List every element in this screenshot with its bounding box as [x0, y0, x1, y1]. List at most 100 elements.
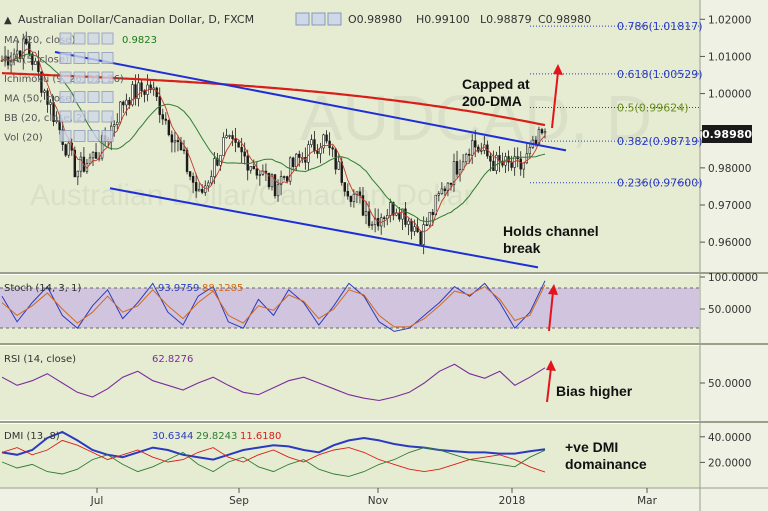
gear-icon[interactable] — [73, 71, 86, 84]
candle-body — [273, 174, 277, 197]
close-icon[interactable] — [87, 52, 100, 64]
collapse-icon[interactable]: ▲ — [4, 15, 12, 26]
close-icon[interactable] — [87, 71, 100, 84]
eye-icon[interactable] — [59, 91, 72, 103]
candle-body — [73, 149, 77, 178]
candle-body — [64, 144, 67, 156]
candle-body — [501, 160, 504, 166]
indicator-label[interactable]: MA (50, close) — [4, 91, 114, 105]
candle-body — [331, 147, 334, 150]
candle-body — [282, 176, 286, 178]
gear-icon[interactable] — [73, 52, 86, 64]
indicator-label[interactable]: MA (5, close) — [4, 52, 114, 66]
close-icon[interactable] — [87, 130, 100, 142]
indicator-series — [1, 439, 546, 473]
eye-icon[interactable] — [295, 12, 310, 26]
annotation-bias: Bias higher — [556, 383, 633, 399]
candle-body — [543, 131, 547, 134]
candle-body — [67, 142, 70, 156]
indicator-series — [1, 430, 546, 461]
candle-body — [455, 161, 459, 175]
price-pane — [0, 0, 700, 272]
candlesticks — [0, 31, 547, 255]
eye-icon[interactable] — [59, 32, 72, 45]
gear-icon[interactable] — [73, 32, 86, 45]
close-icon[interactable] — [87, 110, 100, 123]
plus-icon[interactable] — [101, 110, 114, 123]
candle-body — [76, 170, 80, 178]
plus-icon[interactable] — [101, 32, 114, 45]
gear-icon[interactable] — [311, 12, 326, 26]
candle-body — [325, 134, 328, 142]
plus-icon[interactable] — [101, 71, 114, 84]
candle-body — [474, 140, 477, 148]
stoch-lines — [1, 280, 546, 332]
candle-body — [31, 53, 34, 65]
candle-body — [243, 151, 246, 157]
dmi-adx-value: 30.6344 — [152, 431, 193, 442]
candle-body — [383, 217, 386, 219]
y-tick-label: 20.0000 — [708, 457, 751, 469]
stoch-label: Stoch (14, 3, 1) 93.9759 88.1285 — [4, 283, 243, 294]
candle-body — [22, 38, 25, 59]
plus-icon[interactable] — [101, 130, 114, 142]
candle-body — [176, 140, 180, 143]
fibonacci-levels: 0.786(1.01817) 0.618(1.00529) 0.5(0.99624)… — [530, 20, 703, 190]
indicator-label[interactable]: Ichimoku (9, 26, 52, 26) — [4, 71, 124, 85]
candle-body — [122, 101, 125, 106]
candle-body — [480, 150, 483, 152]
candle-body — [204, 185, 207, 193]
indicator-label[interactable]: Vol (20) — [4, 130, 114, 144]
plus-icon[interactable] — [101, 52, 114, 64]
indicator-series — [1, 447, 546, 477]
time-axis[interactable] — [0, 488, 700, 511]
candle-body — [525, 153, 528, 164]
gear-icon[interactable] — [73, 110, 86, 123]
candle-body — [489, 155, 492, 162]
candle-body — [170, 134, 174, 143]
candle-body — [316, 150, 319, 154]
symbol-title: Australian Dollar/Canadian Dollar, D, FX… — [18, 13, 254, 26]
candle-body — [34, 60, 37, 65]
eye-icon[interactable] — [59, 110, 72, 123]
ma5-line — [1, 48, 546, 233]
candle-body — [361, 195, 365, 216]
arrow-up-rsi — [546, 367, 552, 403]
candle-body — [164, 118, 168, 121]
close-icon[interactable] — [87, 32, 100, 45]
price-axis[interactable] — [700, 0, 768, 511]
candle-body — [355, 191, 359, 195]
y-tick-label: 0.97000 — [708, 200, 751, 212]
candle-body — [255, 168, 259, 176]
y-tick-label: 50.0000 — [708, 304, 751, 316]
gear-icon[interactable] — [73, 130, 86, 142]
last-price-badge — [702, 125, 752, 143]
header-toolbar — [295, 12, 342, 26]
annotation-capped-line1: Capped at — [462, 76, 530, 92]
annotation-dmi-line2: domainance — [565, 456, 647, 472]
candle-body — [534, 139, 538, 145]
close-icon[interactable] — [327, 12, 342, 26]
indicator-label[interactable]: BB (20, close, 2) — [4, 110, 114, 124]
candle-body — [188, 171, 192, 177]
annotation-capped: Capped at 200-DMA — [462, 76, 530, 109]
indicator-label-text: MA (5, close) — [4, 55, 69, 66]
candle-body — [398, 212, 401, 220]
candle-body — [240, 146, 243, 153]
indicator-label-value: 0.9823 — [122, 35, 157, 46]
rsi-label: RSI (14, close) 62.8276 — [4, 354, 193, 365]
eye-icon[interactable] — [59, 52, 72, 64]
arrow-up-rsi-head — [546, 360, 556, 371]
eye-icon[interactable] — [59, 71, 72, 84]
candle-body — [125, 99, 128, 106]
dmi-label: DMI (13, 8) 30.6344 29.8243 11.6180 — [4, 431, 281, 442]
plus-icon[interactable] — [101, 91, 114, 103]
candle-body — [252, 166, 255, 170]
candle-body — [334, 148, 337, 170]
close-icon[interactable] — [87, 91, 100, 103]
candle-body — [367, 211, 371, 226]
fib-label: 0.786(1.01817) — [617, 20, 703, 33]
indicator-label[interactable]: MA (20, close) 0.9823 — [4, 32, 157, 46]
eye-icon[interactable] — [59, 130, 72, 142]
gear-icon[interactable] — [73, 91, 86, 103]
